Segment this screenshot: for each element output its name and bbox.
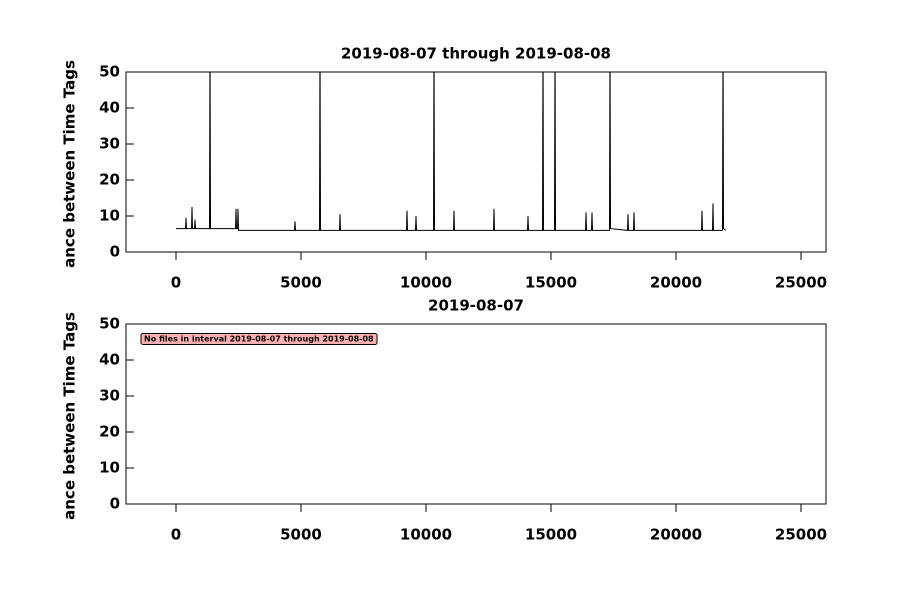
y-tick-label: 40 <box>99 351 120 369</box>
x-tick-label: 0 <box>171 526 181 544</box>
plot-frame <box>125 71 827 253</box>
y-tick-label: 20 <box>99 423 120 441</box>
y-tick-label: 40 <box>99 99 120 117</box>
x-tick-label: 10000 <box>400 274 452 292</box>
chart-title: 2019-08-07 <box>428 297 524 315</box>
y-tick-label: 10 <box>99 207 120 225</box>
y-tick-label: 50 <box>99 63 120 81</box>
y-tick-label: 50 <box>99 315 120 333</box>
x-tick-label: 10000 <box>400 526 452 544</box>
plot-frame <box>125 323 827 505</box>
x-tick-label: 20000 <box>650 274 702 292</box>
x-tick-label: 25000 <box>775 274 827 292</box>
x-tick-label: 5000 <box>280 526 322 544</box>
annotation: No files in interval 2019-08-07 through … <box>140 333 378 345</box>
x-tick-label: 5000 <box>280 274 322 292</box>
annotation-box <box>140 333 378 345</box>
y-tick-label: 20 <box>99 171 120 189</box>
y-axis-label: ance between Time Tags <box>61 60 79 268</box>
x-tick-label: 25000 <box>775 526 827 544</box>
y-tick-label: 0 <box>110 243 120 261</box>
data-line <box>176 72 727 231</box>
y-tick-label: 30 <box>99 387 120 405</box>
x-tick-label: 20000 <box>650 526 702 544</box>
chart-title: 2019-08-07 through 2019-08-08 <box>341 45 611 63</box>
y-axis-label: ance between Time Tags <box>61 312 79 520</box>
y-tick-label: 0 <box>110 495 120 513</box>
y-tick-label: 10 <box>99 459 120 477</box>
x-tick-label: 0 <box>171 274 181 292</box>
y-tick-label: 30 <box>99 135 120 153</box>
annotation-text: No files in interval 2019-08-07 through … <box>144 335 374 344</box>
x-tick-label: 15000 <box>525 274 577 292</box>
x-tick-label: 15000 <box>525 526 577 544</box>
